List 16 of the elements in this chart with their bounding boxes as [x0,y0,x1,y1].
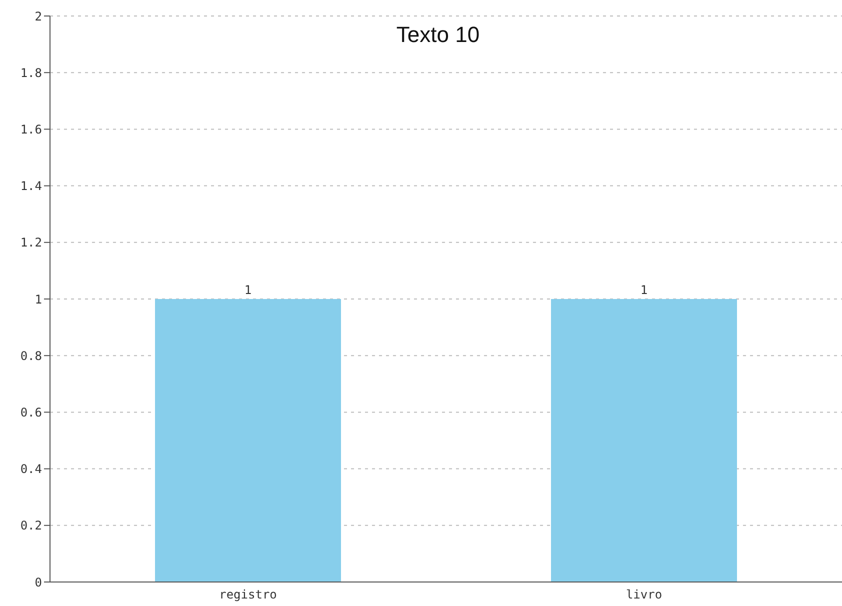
chart-title: Texto 10 [395,22,481,48]
x-tick-label: livro [626,588,662,602]
y-tick-label: 1.4 [20,179,42,194]
y-tick-label: 1 [34,292,42,306]
y-tick-label: 2 [34,9,42,24]
y-tick-label: 1.8 [20,66,42,80]
y-tick-label: 1.6 [20,122,42,136]
y-tick-label: 0 [34,575,42,590]
y-tick-label: 1.2 [20,236,42,250]
data-label: 1 [640,283,648,297]
y-tick-label: 0.8 [20,348,42,363]
y-tick-label: 0.6 [20,405,42,420]
x-tick-label: registro [219,588,277,602]
y-tick-label: 0.2 [20,518,42,533]
data-label: 1 [244,283,252,297]
y-tick-label: 0.4 [20,462,42,476]
